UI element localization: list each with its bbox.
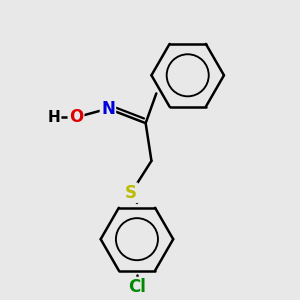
Text: O: O (69, 108, 83, 126)
Text: S: S (125, 184, 137, 202)
Text: H: H (48, 110, 61, 125)
Text: N: N (101, 100, 115, 118)
Text: Cl: Cl (128, 278, 146, 296)
